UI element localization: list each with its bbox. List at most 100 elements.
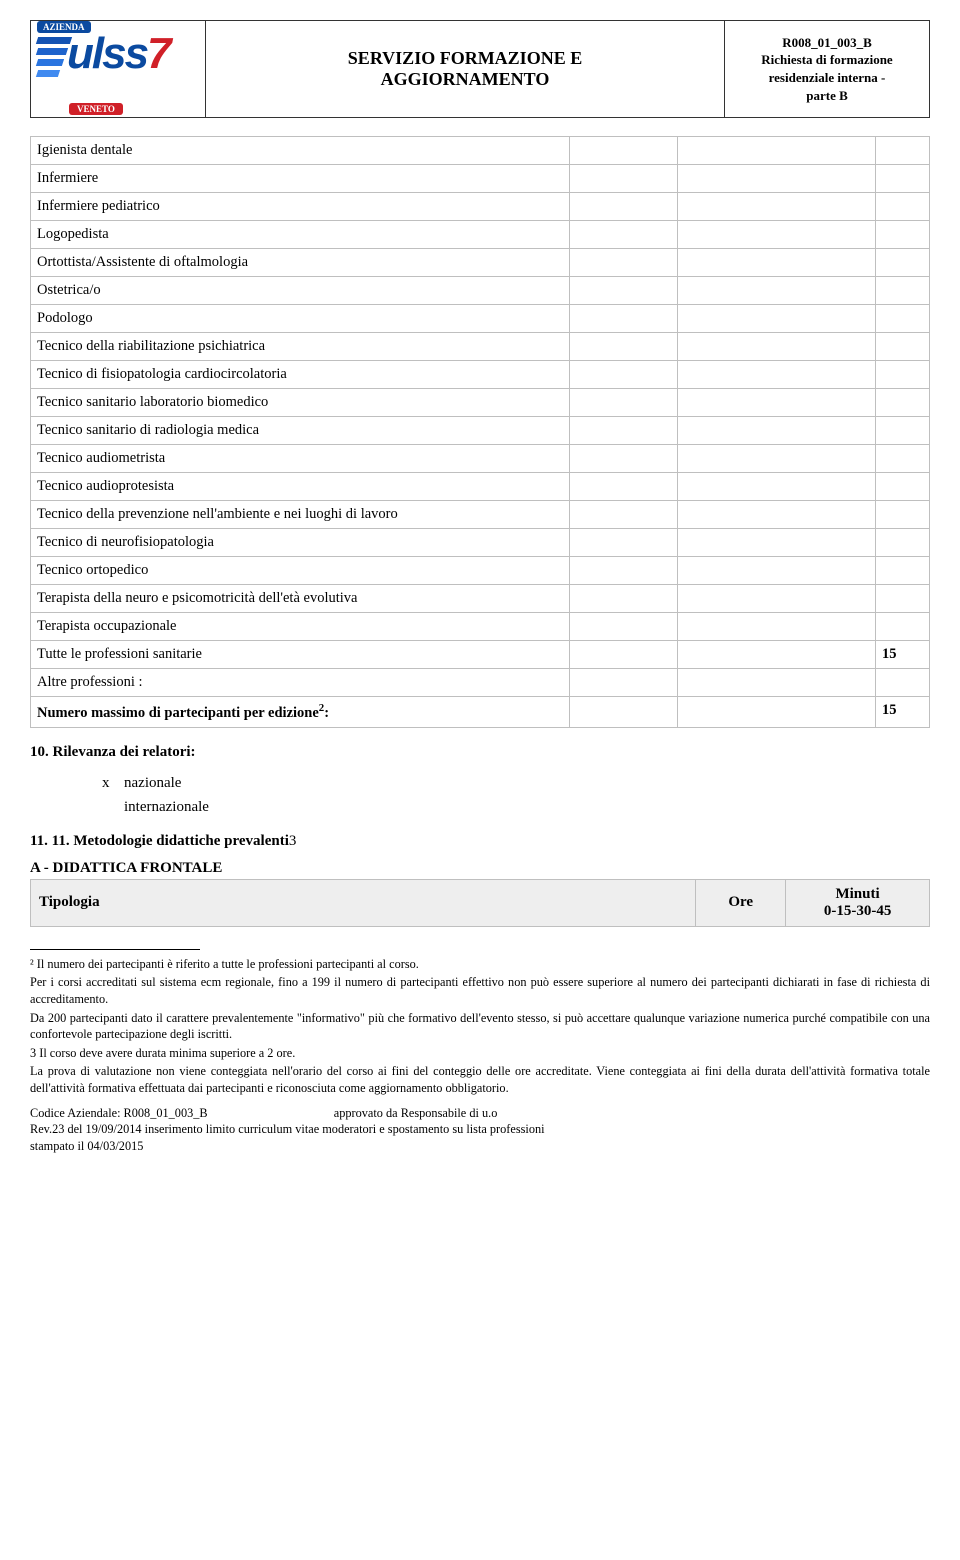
cell-blank bbox=[570, 529, 678, 557]
footnote-2-p2: Da 200 partecipanti dato il carattere pr… bbox=[30, 1010, 930, 1043]
table-row: Tutte le professioni sanitarie15 bbox=[31, 641, 930, 669]
cell-blank bbox=[570, 249, 678, 277]
option-mark: x bbox=[102, 771, 124, 795]
footnote-rule bbox=[30, 949, 200, 950]
profession-label: Tecnico ortopedico bbox=[31, 557, 570, 585]
cell-blank bbox=[678, 333, 876, 361]
footnote-2: ² Il numero dei partecipanti è riferito … bbox=[30, 956, 930, 973]
footer-printed: stampato il 04/03/2015 bbox=[30, 1138, 930, 1155]
profession-value bbox=[876, 361, 930, 389]
footer-approved: approvato da Responsabile di u.o bbox=[334, 1106, 498, 1120]
cell-blank bbox=[678, 165, 876, 193]
header-title: SERVIZIO FORMAZIONE E AGGIORNAMENTO bbox=[206, 21, 725, 118]
tipologia-header: Tipologia bbox=[31, 879, 696, 926]
profession-value bbox=[876, 165, 930, 193]
cell-blank bbox=[570, 165, 678, 193]
profession-value bbox=[876, 137, 930, 165]
cell-blank bbox=[570, 445, 678, 473]
footnote-3-p1: La prova di valutazione non viene conteg… bbox=[30, 1063, 930, 1096]
cell-blank bbox=[570, 417, 678, 445]
logo-text: ulss7 bbox=[67, 29, 170, 79]
summary-row: Numero massimo di partecipanti per edizi… bbox=[31, 697, 930, 728]
profession-value bbox=[876, 501, 930, 529]
cell-blank bbox=[570, 193, 678, 221]
cell-blank bbox=[678, 221, 876, 249]
cell-blank bbox=[678, 697, 876, 728]
section-10-options: xnazionale internazionale bbox=[102, 771, 930, 819]
table-row: Terapista occupazionale bbox=[31, 613, 930, 641]
cell-blank bbox=[570, 473, 678, 501]
option-internazionale: internazionale bbox=[124, 799, 209, 815]
table-row: Ostetrica/o bbox=[31, 277, 930, 305]
document-header: AZIENDA ulss7 VENETO SERVIZIO FORMAZIONE… bbox=[30, 20, 930, 118]
profession-label: Tecnico audiometrista bbox=[31, 445, 570, 473]
cell-blank bbox=[570, 501, 678, 529]
cell-blank bbox=[678, 389, 876, 417]
cell-blank bbox=[570, 305, 678, 333]
table-row: Tecnico della prevenzione nell'ambiente … bbox=[31, 501, 930, 529]
profession-value bbox=[876, 277, 930, 305]
profession-label: Ostetrica/o bbox=[31, 277, 570, 305]
page-footer: Codice Aziendale: R008_01_003_B approvat… bbox=[30, 1105, 930, 1155]
profession-label: Altre professioni : bbox=[31, 669, 570, 697]
footnote-3: 3 Il corso deve avere durata minima supe… bbox=[30, 1045, 930, 1062]
cell-blank bbox=[678, 473, 876, 501]
table-row: Tecnico ortopedico bbox=[31, 557, 930, 585]
profession-value bbox=[876, 305, 930, 333]
cell-blank bbox=[570, 697, 678, 728]
cell-blank bbox=[570, 137, 678, 165]
table-row: Igienista dentale bbox=[31, 137, 930, 165]
cell-blank bbox=[678, 305, 876, 333]
profession-label: Ortottista/Assistente di oftalmologia bbox=[31, 249, 570, 277]
profession-label: Tutte le professioni sanitarie bbox=[31, 641, 570, 669]
summary-label: Numero massimo di partecipanti per edizi… bbox=[31, 697, 570, 728]
table-row: Infermiere bbox=[31, 165, 930, 193]
profession-value bbox=[876, 445, 930, 473]
profession-label: Tecnico sanitario di radiologia medica bbox=[31, 417, 570, 445]
table-row: Infermiere pediatrico bbox=[31, 193, 930, 221]
profession-value bbox=[876, 585, 930, 613]
profession-label: Tecnico di fisiopatologia cardiocircolat… bbox=[31, 361, 570, 389]
cell-blank bbox=[678, 557, 876, 585]
profession-label: Terapista occupazionale bbox=[31, 613, 570, 641]
section-11-subheading: A - DIDATTICA FRONTALE bbox=[30, 860, 930, 877]
cell-blank bbox=[678, 417, 876, 445]
profession-label: Tecnico della riabilitazione psichiatric… bbox=[31, 333, 570, 361]
logo-bars-icon bbox=[37, 37, 71, 81]
profession-value bbox=[876, 221, 930, 249]
cell-blank bbox=[678, 529, 876, 557]
footer-code: Codice Aziendale: R008_01_003_B bbox=[30, 1106, 208, 1120]
summary-value: 15 bbox=[876, 697, 930, 728]
table-row: Tecnico della riabilitazione psichiatric… bbox=[31, 333, 930, 361]
profession-label: Tecnico sanitario laboratorio biomedico bbox=[31, 389, 570, 417]
table-row: Ortottista/Assistente di oftalmologia bbox=[31, 249, 930, 277]
profession-label: Logopedista bbox=[31, 221, 570, 249]
profession-label: Infermiere bbox=[31, 165, 570, 193]
profession-label: Terapista della neuro e psicomotricità d… bbox=[31, 585, 570, 613]
profession-label: Infermiere pediatrico bbox=[31, 193, 570, 221]
cell-blank bbox=[678, 193, 876, 221]
cell-blank bbox=[570, 389, 678, 417]
footnote-2-p1: Per i corsi accreditati sul sistema ecm … bbox=[30, 974, 930, 1007]
section-11-heading: 11. 11. Metodologie didattiche prevalent… bbox=[30, 833, 930, 850]
profession-value bbox=[876, 529, 930, 557]
table-row: Tecnico di neurofisiopatologia bbox=[31, 529, 930, 557]
ore-header: Ore bbox=[696, 879, 786, 926]
professions-table: Igienista dentaleInfermiereInfermiere pe… bbox=[30, 136, 930, 728]
profession-label: Igienista dentale bbox=[31, 137, 570, 165]
cell-blank bbox=[570, 221, 678, 249]
cell-blank bbox=[678, 361, 876, 389]
cell-blank bbox=[678, 277, 876, 305]
cell-blank bbox=[570, 277, 678, 305]
table-row: Tecnico sanitario di radiologia medica bbox=[31, 417, 930, 445]
ulss-logo: AZIENDA ulss7 VENETO bbox=[37, 25, 197, 113]
cell-blank bbox=[570, 669, 678, 697]
cell-blank bbox=[678, 641, 876, 669]
profession-value bbox=[876, 669, 930, 697]
header-docinfo: R008_01_003_B Richiesta di formazione re… bbox=[725, 21, 930, 118]
cell-blank bbox=[570, 361, 678, 389]
profession-label: Tecnico audioprotesista bbox=[31, 473, 570, 501]
footer-revision: Rev.23 del 19/09/2014 inserimento limito… bbox=[30, 1121, 930, 1138]
table-row: Terapista della neuro e psicomotricità d… bbox=[31, 585, 930, 613]
table-row: Tecnico di fisiopatologia cardiocircolat… bbox=[31, 361, 930, 389]
